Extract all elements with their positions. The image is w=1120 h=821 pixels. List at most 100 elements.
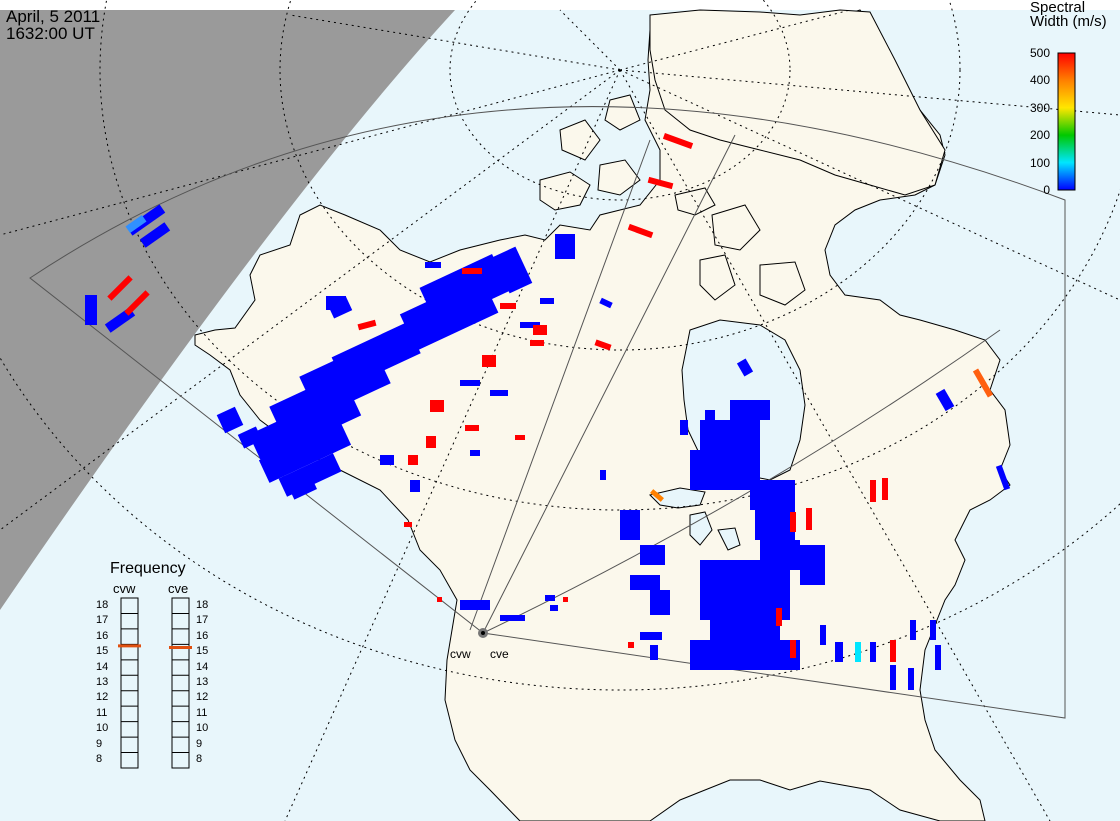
backscatter-cell [515,435,525,440]
greenland [649,9,946,196]
cvw-frequency-tick-label: 10 [96,722,109,735]
colorbar-tick-label: 0 [1043,183,1050,197]
cvw-radar-label: cvw [113,581,136,596]
backscatter-cell [237,426,263,449]
backscatter-cell [640,632,662,640]
backscatter-cell [426,436,436,448]
cve-frequency-tick-label: 14 [196,660,209,673]
latitude-grid [0,0,1120,691]
cve-frequency-tick-label: 12 [196,691,209,704]
cve-frequency-tick-label: 10 [196,722,209,735]
cvw-frequency-tick-label: 16 [96,629,109,642]
colorbar-tick-label: 500 [1029,46,1050,60]
radar-field-of-view [29,106,1066,719]
cve-frequency-tick-label: 18 [196,598,209,611]
cvw-frequency-tick-label: 8 [96,753,103,766]
backscatter-cell [139,222,171,248]
backscatter-cell [790,640,796,658]
backscatter-cell [500,615,525,621]
backscatter-cell [533,325,547,335]
backscatter-cell [935,388,955,412]
backscatter-cell [460,600,490,610]
backscatter-cells [85,133,1011,690]
backscatter-cell [540,298,554,304]
backscatter-cell [85,295,97,325]
backscatter-cell [404,522,412,527]
backscatter-cell [520,322,540,328]
backscatter-cell [258,422,352,483]
backscatter-cell [930,620,936,640]
cvw-site-label: cvw [450,647,471,661]
backscatter-cell [662,133,694,149]
colorbar-tick-label: 400 [1029,73,1050,88]
backscatter-cell [855,642,861,662]
backscatter-cell [910,620,916,640]
arctic-islands [539,94,806,306]
backscatter-cell [800,545,825,585]
cve-frequency-tick-label: 8 [196,753,203,766]
backscatter-cell [882,478,888,500]
cve-frequency-tick-label: 16 [196,629,209,642]
backscatter-cell [492,246,533,294]
cvw-frequency-tick-label: 9 [96,737,103,750]
backscatter-cell [124,290,150,316]
cvw-frequency-tick-label: 13 [96,676,109,688]
backscatter-cell [216,406,244,434]
backscatter-cell [890,640,896,662]
backscatter-cell [640,545,665,565]
colorbar-units: Width (m/s) [1030,13,1107,30]
backscatter-cell [410,480,420,492]
backscatter-cell [125,214,147,234]
backscatter-cell [430,400,444,412]
backscatter-cell [599,297,613,309]
backscatter-cell [890,665,896,690]
backscatter-cell [460,380,480,386]
backscatter-cell [490,390,508,396]
cvw-frequency-tick-label: 12 [96,691,109,704]
backscatter-cell [790,512,796,532]
backscatter-cell [730,400,770,420]
backscatter-cell [972,368,994,398]
backscatter-cell [935,645,941,670]
cve-frequency-tick-label: 11 [196,706,208,719]
cvw-frequency-tick-label: 17 [96,614,109,627]
backscatter-cell [357,319,377,331]
plot-time: 1632:00 UT [6,24,95,43]
backscatter-cell [500,303,516,309]
backscatter-cell [627,223,654,239]
backscatter-cell [690,450,760,490]
backscatter-cell [630,575,660,590]
backscatter-cell [555,234,575,259]
backscatter-cell [563,597,568,602]
backscatter-cell [380,455,394,465]
backscatter-cell [620,510,640,540]
colorbar-tick-label: 100 [1029,155,1050,170]
backscatter-cell [705,410,715,422]
backscatter-cell [628,642,634,648]
colorbar-tick-label: 300 [1029,100,1050,115]
backscatter-cell [995,464,1011,491]
cve-radar-label: cve [168,581,189,596]
cvw-frequency-tick-label: 11 [96,706,108,719]
backscatter-cell [107,275,133,301]
backscatter-cell [736,358,754,377]
colorbar-tick-label: 200 [1029,128,1050,143]
backscatter-cell [650,645,658,660]
backscatter-cell [550,605,558,611]
cvw-frequency-tick-label: 18 [96,598,109,611]
backscatter-cell [760,540,800,570]
backscatter-cell [530,340,544,346]
backscatter-cell [680,420,688,435]
longitude-grid [0,9,1120,821]
cve-site-label: cve [490,647,509,661]
backscatter-cell [870,642,876,662]
radar-site-dot [481,631,485,635]
backscatter-cell [650,489,664,502]
backscatter-cell [835,642,843,662]
cvw-frequency-tick-label: 15 [96,645,109,658]
backscatter-cell [650,590,670,615]
backscatter-cell [462,268,482,274]
backscatter-cell [419,254,501,306]
backscatter-cell [326,296,346,310]
